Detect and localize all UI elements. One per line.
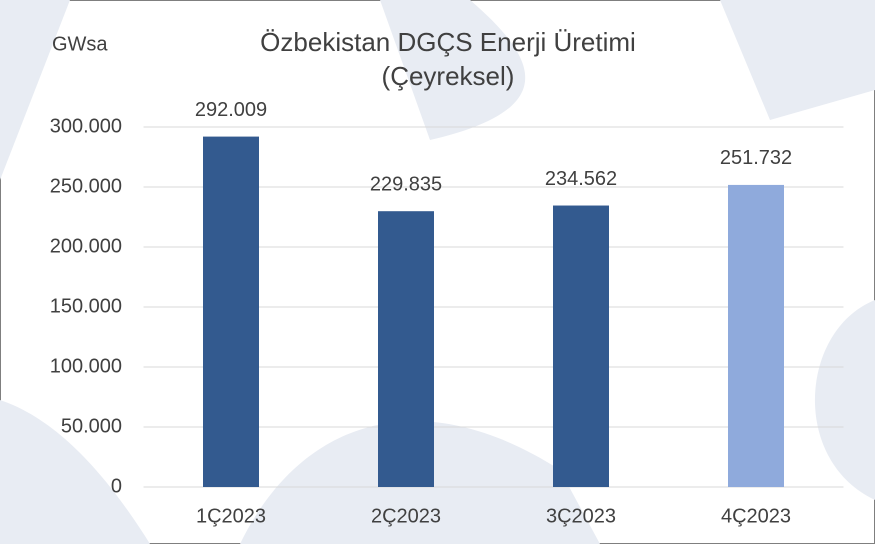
y-tick-label: 300.000 [50, 115, 122, 137]
x-tick-label: 3Ç2023 [546, 505, 616, 527]
data-label: 292.009 [195, 99, 267, 121]
data-label: 229.835 [370, 173, 442, 195]
x-tick-label: 1Ç2023 [196, 505, 266, 527]
y-tick-label: 150.000 [50, 295, 122, 317]
y-tick-label: 0 [111, 475, 122, 497]
y-tick-label: 50.000 [61, 415, 122, 437]
y-tick-label: 200.000 [50, 235, 122, 257]
chart-title: Özbekistan DGÇS Enerji Üretimi [260, 27, 636, 57]
y-tick-label: 100.000 [50, 355, 122, 377]
bar [203, 136, 259, 487]
bar [378, 211, 434, 487]
bar [728, 184, 784, 487]
bar [553, 205, 609, 487]
chart-subtitle: (Çeyreksel) [382, 61, 515, 91]
y-axis-label: GWsa [52, 33, 108, 55]
data-label: 251.732 [720, 147, 792, 169]
x-tick-label: 4Ç2023 [721, 505, 791, 527]
y-tick-label: 250.000 [50, 175, 122, 197]
x-tick-label: 2Ç2023 [371, 505, 441, 527]
data-label: 234.562 [545, 168, 617, 190]
